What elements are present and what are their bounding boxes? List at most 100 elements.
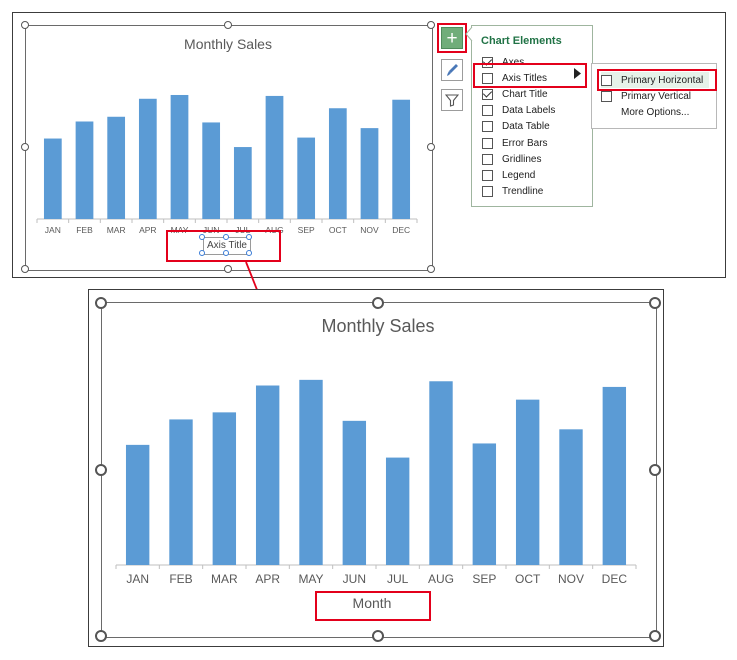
resize-handle[interactable] (649, 297, 661, 309)
resize-handle[interactable] (21, 143, 29, 151)
chart-element-trendline[interactable]: Trendline (482, 184, 543, 200)
resize-handle[interactable] (224, 21, 232, 29)
filter-icon (445, 94, 459, 107)
primary-horizontal-highlight (597, 69, 717, 91)
resize-handle[interactable] (95, 630, 107, 642)
axis-title-handle[interactable] (246, 234, 252, 240)
chart-elements-panel: Chart Elements Axes Axis Titles Chart Titl… (471, 25, 593, 207)
resize-handle[interactable] (224, 265, 232, 273)
axis-title[interactable]: Month (352, 595, 392, 611)
bar-jun[interactable] (342, 420, 367, 565)
bar-oct[interactable] (515, 399, 540, 565)
chart-filters-button[interactable] (441, 89, 463, 111)
submenu-item-primary-horizontal[interactable]: Primary Horizontal (601, 72, 709, 88)
bar-aug[interactable] (429, 381, 453, 565)
resize-handle[interactable] (95, 464, 107, 476)
chart-elements-button[interactable]: + (441, 27, 463, 49)
bottom-screenshot: Monthly Sales JAN FEB MAR APR MAY JUN JUL AUG SE… (88, 289, 664, 647)
resize-handle[interactable] (372, 297, 384, 309)
x-tick-label-may: MAY (298, 572, 323, 586)
axis-title-handle[interactable] (199, 250, 205, 256)
chart-element-label: Data Labels (502, 105, 556, 117)
chart-element-axis-titles[interactable]: Axis Titles (482, 70, 547, 86)
chart-element-label: Axes (502, 56, 525, 68)
x-tick-label-oct: OCT (329, 225, 347, 235)
top-screenshot: Monthly Sales JAN FEB MAR APR MAY JUN JUL AUG SE… (12, 12, 726, 278)
axis-title-handle[interactable] (223, 250, 229, 256)
resize-handle[interactable] (21, 265, 29, 273)
checkbox[interactable] (482, 88, 493, 100)
submenu-item-label: Primary Vertical (621, 90, 692, 102)
submenu-item-label: More Options... (621, 106, 690, 118)
chart-element-label: Error Bars (502, 137, 548, 149)
top-chart-title[interactable]: Monthly Sales (184, 36, 272, 52)
bar-mar[interactable] (212, 412, 237, 565)
bar-aug[interactable] (265, 95, 284, 219)
checkbox[interactable] (482, 169, 493, 181)
bar-jan[interactable] (125, 444, 150, 565)
x-tick-label-dec: DEC (392, 225, 410, 235)
submenu-item-more-options[interactable]: More Options... (601, 104, 689, 120)
bar-dec[interactable] (392, 99, 411, 219)
x-tick-label-jul: JUL (387, 572, 409, 586)
chart-element-error-bars[interactable]: Error Bars (482, 135, 548, 151)
checkbox[interactable] (482, 137, 493, 149)
bar-may[interactable] (170, 94, 189, 219)
bar-apr[interactable] (138, 98, 157, 219)
bar-may[interactable] (299, 379, 323, 565)
bar-dec[interactable] (602, 386, 627, 565)
bar-mar[interactable] (107, 116, 126, 219)
x-tick-label-nov: NOV (558, 572, 584, 586)
checkbox[interactable] (601, 90, 612, 102)
x-tick-label-mar: MAR (211, 572, 238, 586)
axis-title-handle[interactable] (199, 234, 205, 240)
bar-sep[interactable] (297, 137, 316, 219)
brush-icon (447, 64, 458, 76)
bar-apr[interactable] (255, 385, 280, 565)
bar-feb[interactable] (169, 419, 193, 565)
resize-handle[interactable] (649, 464, 661, 476)
checkbox[interactable] (482, 105, 493, 117)
chart-element-gridlines[interactable]: Gridlines (482, 151, 541, 167)
bar-jul[interactable] (233, 147, 252, 219)
bar-jul[interactable] (385, 457, 410, 565)
bar-oct[interactable] (328, 108, 347, 219)
axis-title-handle[interactable] (223, 234, 229, 240)
bar-feb[interactable] (75, 121, 94, 219)
top-chart-svg: JAN FEB MAR APR MAY JUN JUL AUG SEP OCT NOV DEC (36, 94, 418, 235)
resize-handle[interactable] (95, 297, 107, 309)
checkbox[interactable] (482, 186, 493, 198)
chart-styles-button[interactable] (441, 59, 463, 81)
submenu-arrow-icon (574, 68, 581, 79)
resize-handle[interactable] (21, 21, 29, 29)
resize-handle[interactable] (427, 265, 435, 273)
checkbox[interactable] (482, 56, 493, 68)
resize-handle[interactable] (427, 143, 435, 151)
x-tick-label-dec: DEC (602, 572, 628, 586)
chart-element-label: Trendline (502, 186, 544, 198)
axis-title-handle[interactable] (246, 250, 252, 256)
resize-handle[interactable] (427, 21, 435, 29)
chart-element-data-labels[interactable]: Data Labels (482, 103, 555, 119)
checkbox[interactable] (482, 121, 493, 133)
bar-sep[interactable] (472, 443, 497, 565)
bottom-chart-svg: JAN FEB MAR APR MAY JUN JUL AUG SEP OCT NOV DEC (115, 379, 637, 586)
checkbox[interactable] (482, 72, 493, 84)
resize-handle[interactable] (372, 630, 384, 642)
x-tick-label-mar: MAR (107, 225, 126, 235)
resize-handle[interactable] (649, 630, 661, 642)
bar-nov[interactable] (559, 429, 583, 565)
chart-element-data-table[interactable]: Data Table (482, 119, 550, 135)
submenu-item-primary-vertical[interactable]: Primary Vertical (601, 88, 691, 104)
bottom-chart-title[interactable]: Monthly Sales (321, 316, 435, 336)
x-tick-label-jun: JUN (343, 572, 366, 586)
checkbox[interactable] (601, 74, 612, 86)
chart-element-legend[interactable]: Legend (482, 167, 535, 183)
chart-element-label: Axis Titles (502, 72, 548, 84)
chart-element-chart-title[interactable]: Chart Title (482, 86, 548, 102)
chart-element-axes[interactable]: Axes (482, 54, 524, 70)
checkbox[interactable] (482, 153, 493, 165)
bar-nov[interactable] (360, 128, 379, 219)
bar-jun[interactable] (202, 122, 221, 219)
bar-jan[interactable] (43, 138, 62, 219)
